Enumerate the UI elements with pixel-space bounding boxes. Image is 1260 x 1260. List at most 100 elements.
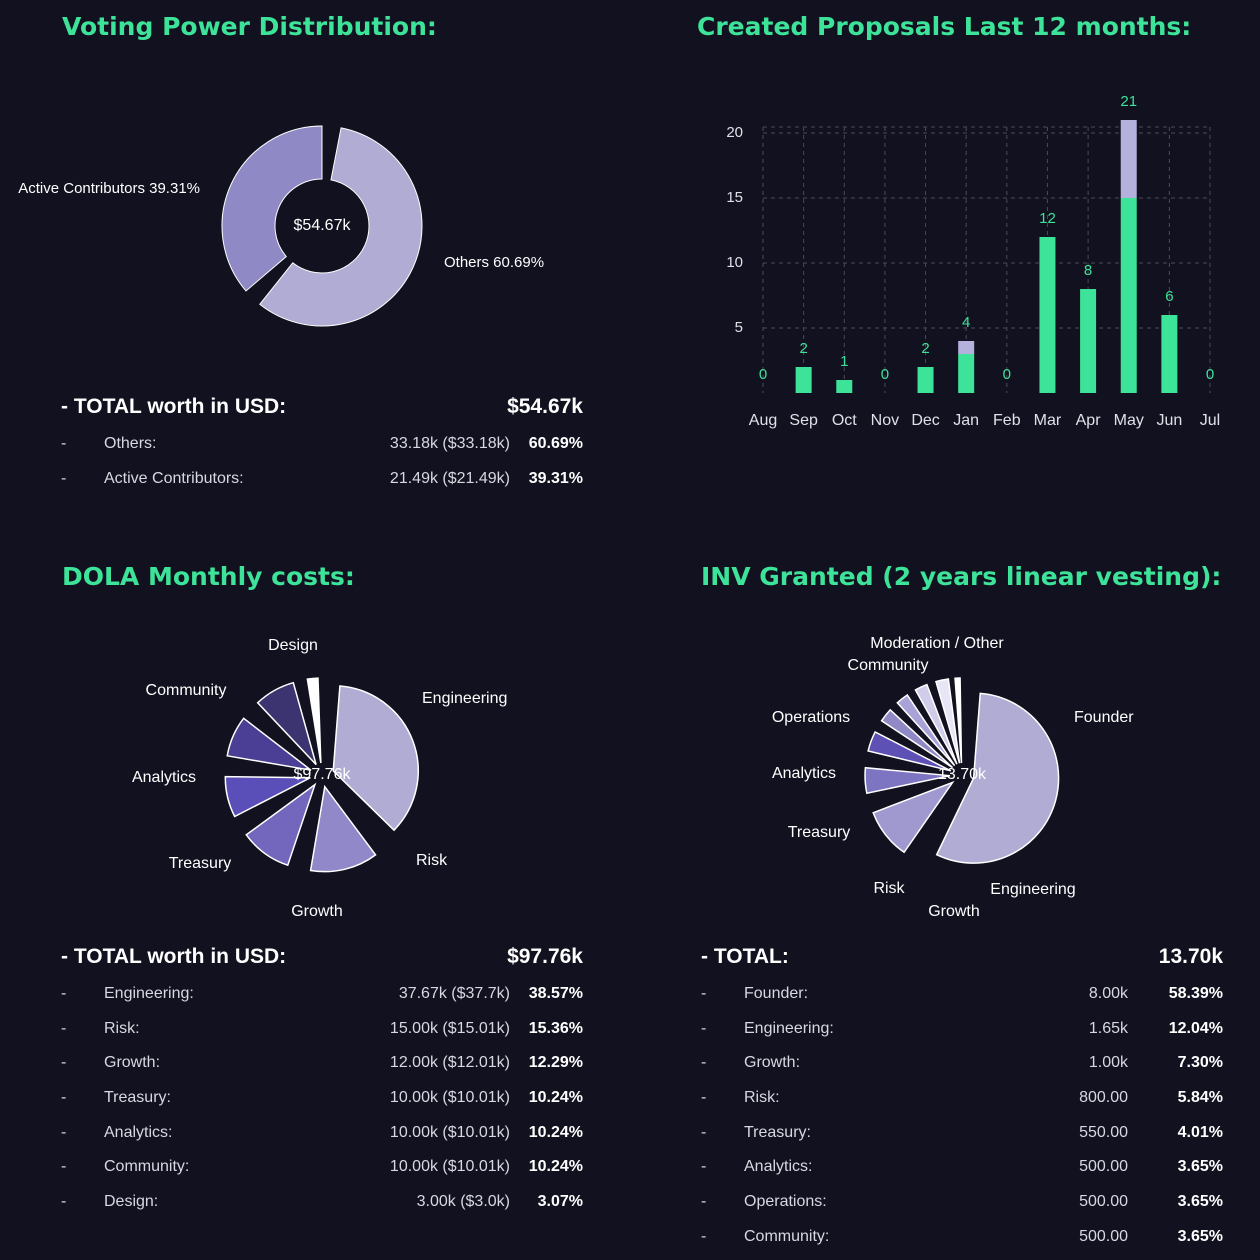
slice-group — [245, 782, 317, 867]
total-label: - TOTAL: — [701, 945, 789, 968]
slice-growth — [245, 782, 317, 867]
row-bullet: - — [701, 1019, 707, 1037]
slice-treasury — [224, 775, 311, 818]
bar-value-label: 2 — [799, 340, 807, 357]
row-name: Risk: — [104, 1019, 140, 1037]
y-tick-label: 5 — [735, 319, 743, 336]
row-percent: 3.65% — [1177, 1158, 1223, 1176]
voting-slice-active-contributors — [221, 125, 323, 292]
slice-label: Operations — [772, 709, 850, 726]
summary-row: - Community: 500.00 3.65% — [701, 1220, 1223, 1255]
row-bullet: - — [701, 1054, 707, 1072]
inv-summary-header: - TOTAL: 13.70k — [701, 939, 1223, 977]
slice-group — [306, 677, 322, 764]
row-bullet: - — [61, 1089, 67, 1107]
row-name: Analytics: — [744, 1158, 813, 1176]
row-percent: 10.24% — [528, 1158, 583, 1176]
row-percent: 4.01% — [1177, 1123, 1223, 1141]
row-name: Community: — [104, 1158, 190, 1176]
row-name: Growth: — [104, 1054, 161, 1072]
proposals-bar-chart: 5 10 15 20 0 Aug 2 Sep 1 Oct 0 Nov 2 Dec 4 Jan 0 Feb 12 Mar… — [726, 93, 1220, 429]
bar-value-label: 0 — [1003, 366, 1011, 383]
row-name: Risk: — [744, 1089, 780, 1107]
x-tick-label: Jul — [1200, 412, 1220, 429]
total-label: - TOTAL worth in USD: — [61, 395, 287, 418]
summary-row: - Engineering: 1.65k 12.04% — [701, 1012, 1223, 1047]
row-percent: 3.07% — [537, 1193, 583, 1211]
inv-exploded-pie-chart: 13.70k Founder Engineering Growth Risk Treasu… — [772, 635, 1134, 920]
total-label: - TOTAL worth in USD: — [61, 945, 287, 968]
voting-title: Voting Power Distribution: — [62, 12, 437, 41]
voting-center-label: $54.67k — [294, 217, 352, 234]
slice-label: Engineering — [990, 881, 1075, 898]
row-value: 10.00k ($10.01k) — [389, 1123, 510, 1141]
x-tick-label: May — [1114, 412, 1144, 429]
bar-value-label: 0 — [759, 366, 767, 383]
row-bullet: - — [701, 985, 707, 1002]
slice-engineering — [872, 780, 955, 854]
slice-label: Engineering — [422, 690, 507, 707]
slice-risk — [867, 730, 952, 772]
bar-value-label: 12 — [1039, 210, 1056, 227]
row-value: 33.18k ($33.18k) — [389, 435, 510, 452]
slice-group — [896, 693, 956, 767]
inv-summary: - TOTAL: 13.70k - Founder: 8.00k 58.39% - Engin… — [701, 939, 1223, 1255]
slice-group — [309, 784, 377, 873]
slice-community — [256, 681, 317, 766]
row-value: 15.00k ($15.01k) — [389, 1019, 510, 1037]
x-tick-label: Jun — [1156, 412, 1182, 429]
voting-donut-chart: $54.67k Others 60.69% Active Contributors … — [18, 125, 544, 327]
voting-slice-label: Active Contributors 39.31% — [18, 180, 200, 197]
row-value: 550.00 — [1079, 1123, 1128, 1141]
slice-group — [880, 708, 954, 769]
bar-created-mar — [1039, 237, 1056, 393]
voting-slice-others — [259, 127, 423, 327]
bar-value-label: 1 — [840, 353, 848, 370]
row-name: Active Contributors: — [104, 469, 244, 487]
slice-group — [935, 692, 1060, 864]
row-name: Analytics: — [104, 1123, 173, 1141]
slice-label: Design — [268, 637, 318, 654]
slice-operations — [914, 683, 958, 765]
slice-analytics — [226, 717, 312, 771]
total-value: $97.76k — [507, 945, 583, 968]
inv-title: INV Granted (2 years linear vesting): — [701, 562, 1222, 591]
slice-founder — [935, 692, 1060, 864]
slice-engineering — [332, 685, 419, 832]
row-percent: 38.57% — [528, 985, 583, 1002]
row-bullet: - — [701, 1158, 707, 1176]
slice-label: Treasury — [788, 824, 851, 841]
summary-row: - Analytics: 500.00 3.65% — [701, 1150, 1223, 1185]
row-percent: 10.24% — [528, 1089, 583, 1107]
dola-summary: - TOTAL worth in USD: $97.76k - Engineering… — [61, 939, 583, 1220]
y-tick-label: 15 — [726, 189, 743, 206]
row-percent: 3.65% — [1177, 1193, 1223, 1211]
summary-row: - Founder: 8.00k 58.39% — [701, 977, 1223, 1012]
x-tick-label: Feb — [993, 412, 1021, 429]
slice-analytics — [896, 693, 956, 767]
row-name: Community: — [744, 1227, 830, 1245]
row-value: 3.00k ($3.0k) — [416, 1193, 510, 1211]
slice-group — [864, 766, 951, 795]
bar-created-oct — [836, 380, 853, 393]
summary-row: - Treasury: 550.00 4.01% — [701, 1116, 1223, 1151]
summary-row: - Risk: 800.00 5.84% — [701, 1081, 1223, 1116]
bar-created-jun — [1161, 315, 1178, 393]
row-bullet: - — [701, 1227, 707, 1245]
pie-center-label: $97.76k — [294, 766, 352, 783]
slice-risk — [309, 784, 377, 873]
row-percent: 58.39% — [1168, 985, 1223, 1002]
bar-value-label: 0 — [1206, 366, 1214, 383]
slice-label: Community — [146, 682, 227, 699]
bar-created-apr — [1080, 289, 1097, 393]
slice-growth — [864, 766, 951, 795]
row-percent: 15.36% — [528, 1019, 583, 1037]
slice-group — [226, 717, 312, 771]
row-percent: 3.65% — [1177, 1227, 1223, 1245]
row-value: 500.00 — [1079, 1193, 1128, 1211]
row-value: 37.67k ($37.7k) — [398, 985, 510, 1002]
row-name: Founder: — [744, 985, 809, 1002]
x-tick-label: Nov — [871, 412, 899, 429]
x-tick-label: Dec — [911, 412, 939, 429]
row-value: 1.65k — [1088, 1019, 1128, 1037]
